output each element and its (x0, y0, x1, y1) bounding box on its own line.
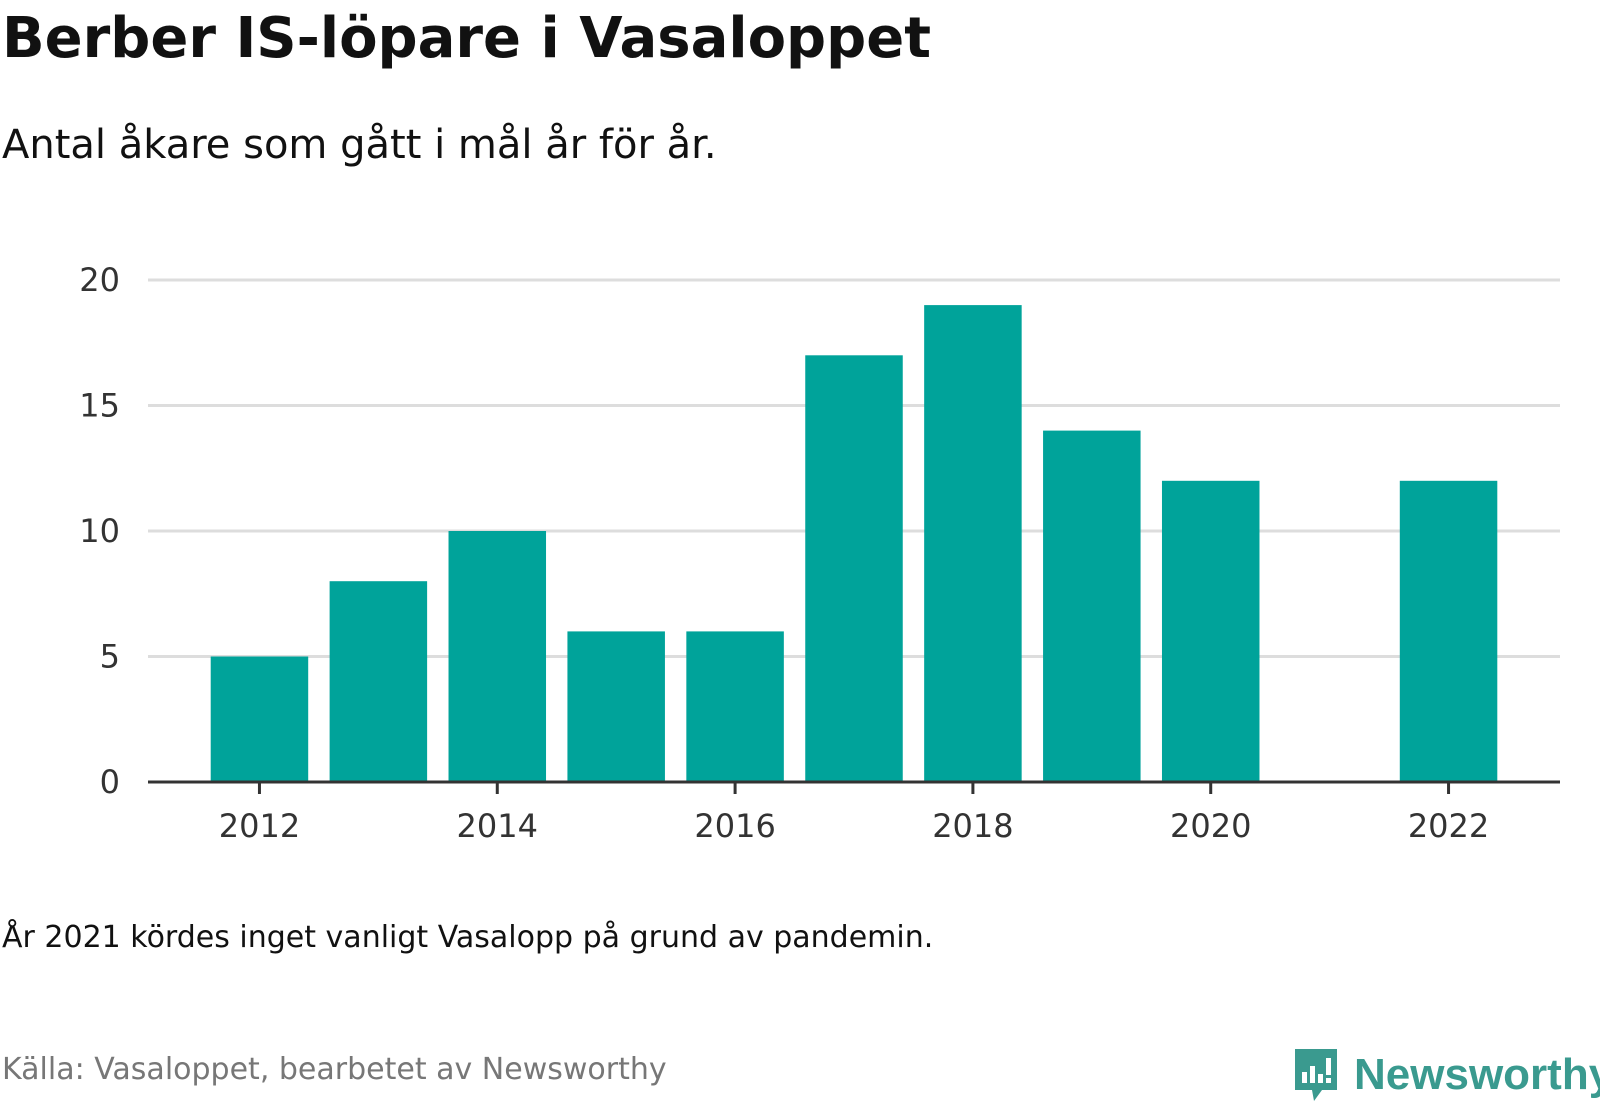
y-tick-label: 5 (100, 638, 120, 676)
y-tick-label: 15 (79, 387, 120, 425)
chart-subtitle: Antal åkare som gått i mål år för år. (2, 122, 717, 168)
bar-2020 (1161, 480, 1260, 782)
bar-2018 (924, 305, 1022, 782)
y-axis-labels: 0 5 10 15 20 (79, 261, 120, 801)
x-axis: 2012 2014 2016 2018 2020 2022 (148, 780, 1560, 845)
x-tick-label: 2012 (219, 807, 300, 845)
brand-logo: Newsworthy (1292, 1040, 1600, 1110)
bar-2022 (1399, 480, 1498, 782)
chart-title: Berber IS-löpare i Vasaloppet (2, 6, 931, 71)
x-tick-label: 2016 (694, 807, 775, 845)
y-tick-label: 10 (79, 512, 120, 550)
bar-2019 (1043, 430, 1141, 782)
y-tick-label: 0 (100, 763, 120, 801)
bar-2015 (567, 631, 665, 782)
x-tick-label: 2022 (1408, 807, 1489, 845)
bar-2013 (329, 581, 428, 782)
bars (210, 305, 1498, 782)
bar-2012 (210, 656, 309, 782)
x-tick-label: 2014 (457, 807, 538, 845)
x-tick-label: 2018 (932, 807, 1013, 845)
y-tick-label: 20 (79, 261, 120, 299)
x-tick-label: 2020 (1170, 807, 1251, 845)
bar-chart: 2012 2014 2016 2018 2020 2022 0 5 10 15 20 (79, 261, 1560, 845)
source-credit: Källa: Vasaloppet, bearbetet av Newswort… (2, 1052, 667, 1087)
footnote: År 2021 kördes inget vanligt Vasalopp på… (2, 920, 934, 955)
brand-name: Newsworthy (1354, 1050, 1600, 1099)
bar-2014 (448, 531, 547, 782)
bar-2017 (805, 355, 903, 782)
newsworthy-logo-icon (1295, 1049, 1337, 1101)
bar-2016 (686, 631, 784, 782)
